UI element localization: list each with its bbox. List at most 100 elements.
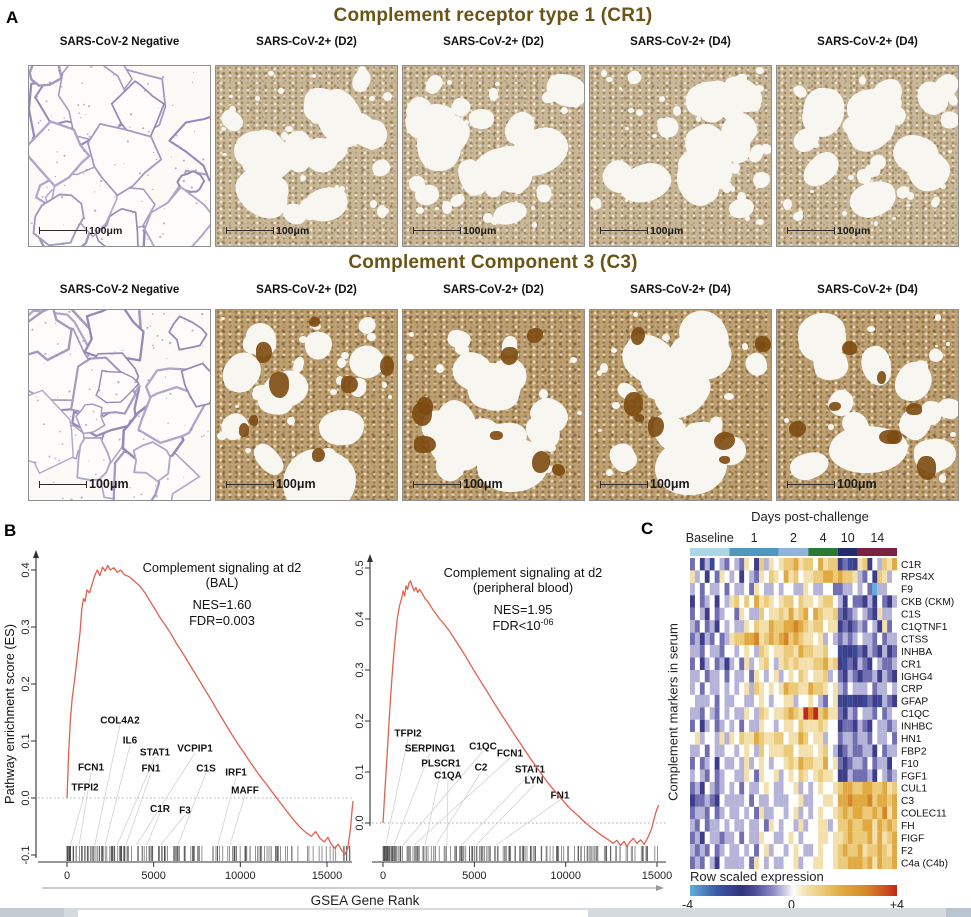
heatmap-cell xyxy=(778,595,784,608)
nucleus-dot xyxy=(147,238,149,240)
heatmap-cell xyxy=(862,607,868,621)
heatmap-cell xyxy=(739,570,745,583)
heatmap-cell xyxy=(837,806,843,820)
heatmap-cell xyxy=(714,819,720,832)
heatmap-cell xyxy=(798,657,804,671)
alveolar-space xyxy=(866,110,872,118)
colorbar-tick-mid: 0 xyxy=(787,898,795,912)
heatmap-cell xyxy=(763,570,769,583)
heatmap-cell xyxy=(719,707,725,720)
heatmap-cell xyxy=(887,819,893,832)
heatmap-cell xyxy=(729,831,735,845)
nucleus-dot xyxy=(138,430,140,433)
heatmap-cell xyxy=(828,757,833,770)
nucleus-dot xyxy=(164,376,167,378)
alveolar-space xyxy=(252,389,261,400)
heatmap-cell xyxy=(739,620,745,633)
heatmap-cell xyxy=(724,769,730,782)
heatmap-cell xyxy=(837,856,843,870)
heatmap-cell xyxy=(778,707,784,720)
heatmap-cell xyxy=(818,657,824,671)
heatmap-cell xyxy=(749,732,755,745)
heatmap-cell xyxy=(788,757,794,770)
alveolar-space xyxy=(573,101,579,108)
nucleus-dot xyxy=(60,195,64,199)
image-column-label: SARS-CoV-2+ (D4) xyxy=(630,36,731,48)
nucleus-dot xyxy=(152,151,155,154)
heatmap-cell xyxy=(872,769,878,782)
nucleus-dot xyxy=(31,66,33,68)
heatmap-cell xyxy=(739,694,745,708)
heatmap-cell xyxy=(734,682,740,695)
heatmap-cell xyxy=(754,669,760,683)
heatmap-cell xyxy=(749,831,755,845)
alveolar-space xyxy=(249,197,259,208)
heatmap-cell xyxy=(709,856,715,870)
nucleus-dot xyxy=(182,159,186,162)
scale-bar xyxy=(600,481,648,488)
heatmap-cell xyxy=(734,757,740,770)
alveolar-space xyxy=(813,142,819,148)
heatmap-cell xyxy=(892,669,898,683)
heatmap-cell xyxy=(739,558,745,571)
heatmap-cell xyxy=(852,856,858,870)
image-column-label: SARS-CoV-2+ (D2) xyxy=(443,284,544,296)
heatmap-cell xyxy=(808,806,814,820)
heatmap-cell xyxy=(719,657,725,671)
image-column-label: SARS-CoV-2+ (D2) xyxy=(256,284,357,296)
heatmap-cell xyxy=(754,595,760,608)
heatmap-cell xyxy=(690,657,695,671)
alveolar-space xyxy=(876,346,881,352)
heatmap-cell xyxy=(714,732,720,745)
heatmap-cell xyxy=(793,620,799,633)
heatmap-cell xyxy=(704,645,710,658)
nucleus-dot xyxy=(44,352,47,355)
heatmap-cell xyxy=(842,719,848,733)
alveolar-space xyxy=(285,126,293,132)
heatmap-cell xyxy=(803,769,809,782)
heatmap-cell xyxy=(754,757,760,770)
heatmap-cell xyxy=(694,657,700,671)
heatmap-cell xyxy=(699,769,705,782)
heatmap-cell xyxy=(887,657,893,671)
heatmap-cell xyxy=(847,669,853,683)
heatmap-cell xyxy=(837,744,843,758)
heatmap-cell xyxy=(690,682,695,695)
heatmap-cell xyxy=(862,707,868,720)
heatmap-row-label: C4a (C4b) xyxy=(901,858,948,869)
histology-image-positive-dark: 100μm xyxy=(776,309,959,501)
heatmap-cell xyxy=(803,856,809,870)
heatmap-cell xyxy=(719,781,725,795)
y-tick-label: 0.2 xyxy=(354,713,366,728)
heatmap-cell xyxy=(872,707,878,720)
heatmap-cell xyxy=(699,669,705,683)
heatmap-cell xyxy=(778,570,784,583)
alveolar-space xyxy=(688,171,694,177)
heatmap-cell xyxy=(867,844,873,857)
heatmap-cell xyxy=(788,769,794,782)
heatmap-cell xyxy=(813,844,819,857)
alveolar-space xyxy=(464,120,469,125)
heatmap-cell xyxy=(724,794,730,807)
heatmap-cell xyxy=(788,732,794,745)
alveolar-space xyxy=(756,67,764,74)
alveolar-space xyxy=(436,364,444,373)
heatmap-cell xyxy=(768,831,774,845)
nucleus-dot xyxy=(62,242,65,246)
dab-deposit xyxy=(917,456,936,480)
heatmap-cell xyxy=(759,669,764,683)
heatmap-cell xyxy=(847,645,853,658)
heatmap-cell xyxy=(788,744,794,758)
heatmap-cell xyxy=(704,694,710,708)
heatmap-cell xyxy=(793,794,799,807)
heatmap-cell xyxy=(852,595,858,608)
heatmap-cell xyxy=(872,657,878,671)
heatmap-cell xyxy=(803,669,809,683)
gene-label: STAT1 xyxy=(140,747,171,758)
heatmap-cell xyxy=(862,757,868,770)
heatmap-cell xyxy=(690,582,695,596)
heatmap-cell xyxy=(882,620,888,633)
alveolar-space xyxy=(600,363,608,373)
heatmap-cell xyxy=(694,856,700,870)
heatmap-cell xyxy=(882,769,888,782)
